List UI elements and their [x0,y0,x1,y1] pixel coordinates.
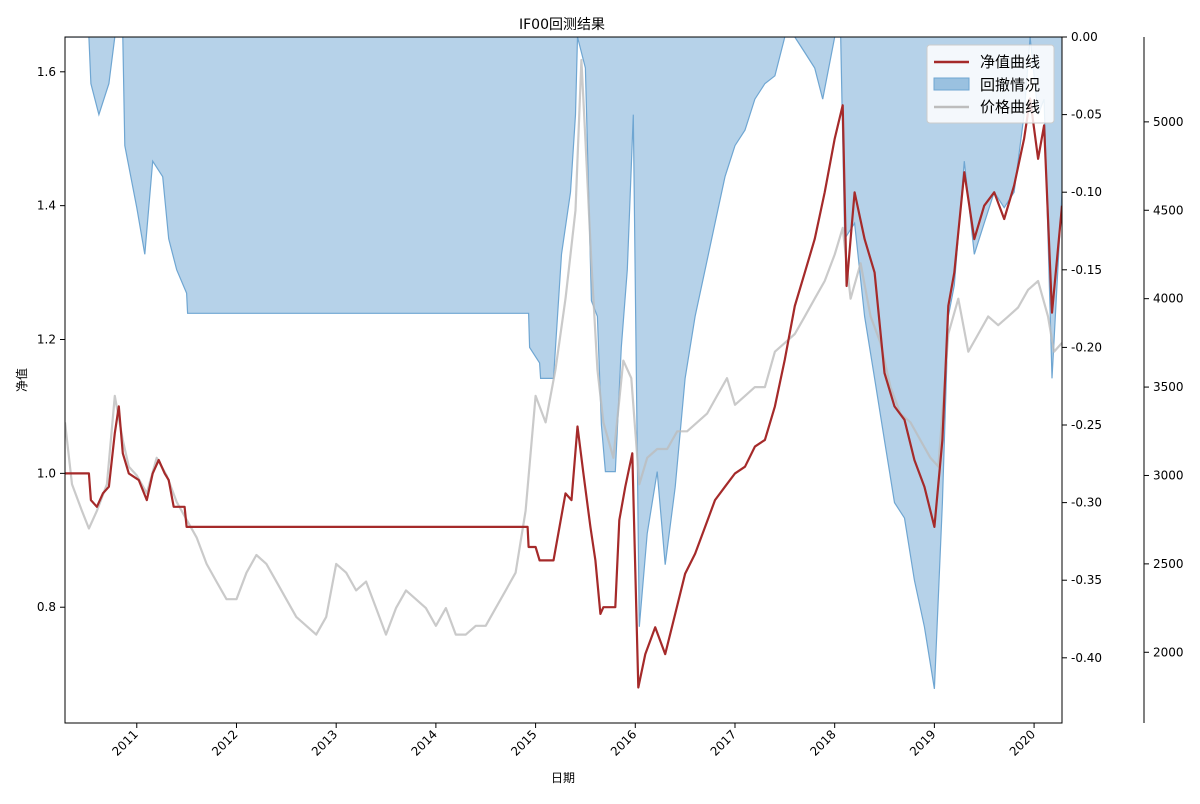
drawdown-layer [65,37,1062,689]
x-axis-tick-label: 2016 [608,727,639,758]
x-axis-tick-label: 2020 [1007,727,1038,758]
x-axis-tick-label: 2018 [807,727,838,758]
price-axis-tick-label: 2000 [1153,645,1184,659]
y-axis-label: 净值 [14,368,29,392]
x-axis-label: 日期 [551,771,575,785]
legend-net-value-label: 净值曲线 [980,53,1040,71]
price-y-axis: 2000 2500 3000 3500 4000 4500 5000 [1144,115,1184,659]
legend-price-label: 价格曲线 [980,98,1040,116]
left-axis-tick-label: 1.4 [37,199,56,213]
drawdown-axis-tick-label: -0.30 [1071,496,1102,510]
drawdown-axis-tick-label: -0.05 [1071,108,1102,122]
x-axis-tick-label: 2012 [209,727,240,758]
drawdown-line [65,37,1062,689]
price-axis-tick-label: 5000 [1153,115,1184,129]
x-axis-tick-label: 2014 [409,727,440,758]
price-axis-tick-label: 2500 [1153,557,1184,571]
legend: 净值曲线 回撤情况 价格曲线 [926,44,1055,124]
left-axis-tick-label: 1.6 [37,65,56,79]
drawdown-axis-tick-label: -0.15 [1071,263,1102,277]
price-line [65,58,1062,636]
x-axis-tick-label: 2015 [508,727,539,758]
plot-frame [64,36,1063,724]
legend-box [926,44,1055,124]
left-y-axis: 0.8 1.0 1.2 1.4 1.6 [37,65,65,614]
x-axis-tick-label: 2011 [109,727,140,758]
price-axis-tick-label: 3000 [1153,468,1184,482]
net-value-layer [65,97,1062,689]
price-axis-tick-label: 3500 [1153,380,1184,394]
x-axis-tick-label: 2017 [708,727,739,758]
drawdown-axis-tick-label: -0.20 [1071,340,1102,354]
drawdown-axis-tick-label: -0.35 [1071,573,1102,587]
x-axis-tick-label: 2019 [907,727,938,758]
chart-title: IF00回测结果 [519,17,605,33]
x-axis-tick-label: 2013 [309,727,340,758]
legend-drawdown-label: 回撤情况 [980,76,1040,94]
left-axis-tick-label: 0.8 [37,600,56,614]
price-axis-tick-label: 4000 [1153,292,1184,306]
price-layer [65,58,1062,636]
left-axis-tick-label: 1.2 [37,333,56,347]
drawdown-axis-tick-label: -0.25 [1071,418,1102,432]
left-axis-tick-label: 1.0 [37,466,56,480]
legend-drawdown-swatch [933,77,970,91]
drawdown-area [65,37,1062,689]
x-axis: 2011 2012 2013 2014 2015 2016 2017 2018 2019 2020 [109,723,1038,759]
drawdown-axis-tick-label: 0.00 [1071,30,1098,44]
drawdown-y-axis: 0.00 -0.05 -0.10 -0.15 -0.20 -0.25 -0.30 -0.35 -… [1062,30,1102,665]
drawdown-axis-tick-label: -0.40 [1071,651,1102,665]
net-value-line [65,97,1062,689]
price-axis-tick-label: 4500 [1153,203,1184,217]
drawdown-axis-tick-label: -0.10 [1071,185,1102,199]
